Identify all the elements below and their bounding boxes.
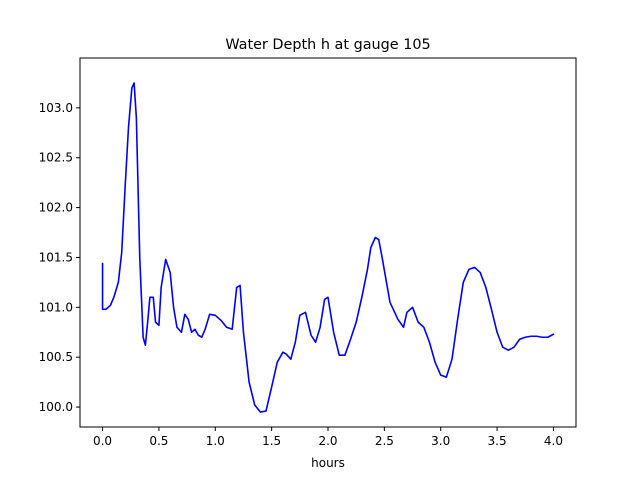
y-tick-label: 102.0 (39, 201, 73, 215)
y-tick-label: 100.5 (39, 350, 73, 364)
series-line-0 (101, 82, 555, 413)
x-tick-label: 4.0 (544, 434, 563, 448)
x-tick-label: 3.5 (488, 434, 507, 448)
plot-area (101, 82, 555, 413)
y-tick-label: 101.5 (39, 250, 73, 264)
x-tick-label: 3.0 (431, 434, 450, 448)
y-axis-ticks: 100.0 100.5 101.0 101.5 102.0 102.5 103.0 (39, 101, 80, 414)
y-tick-label: 103.0 (39, 101, 73, 115)
x-tick-label: 0.0 (93, 434, 112, 448)
y-tick-label: 102.5 (39, 151, 73, 165)
x-tick-label: 1.5 (262, 434, 281, 448)
x-tick-label: 2.5 (375, 434, 394, 448)
chart-title: Water Depth h at gauge 105 (225, 37, 430, 53)
axes-frame (79, 57, 577, 428)
y-tick-label: 101.0 (39, 300, 73, 314)
x-tick-label: 2.0 (318, 434, 337, 448)
y-tick-label: 100.0 (39, 400, 73, 414)
x-tick-label: 1.0 (206, 434, 225, 448)
x-tick-label: 0.5 (149, 434, 168, 448)
x-axis-label: hours (311, 456, 345, 470)
x-axis-ticks: 0.0 0.5 1.0 1.5 2.0 2.5 3.0 3.5 4.0 (93, 427, 563, 448)
